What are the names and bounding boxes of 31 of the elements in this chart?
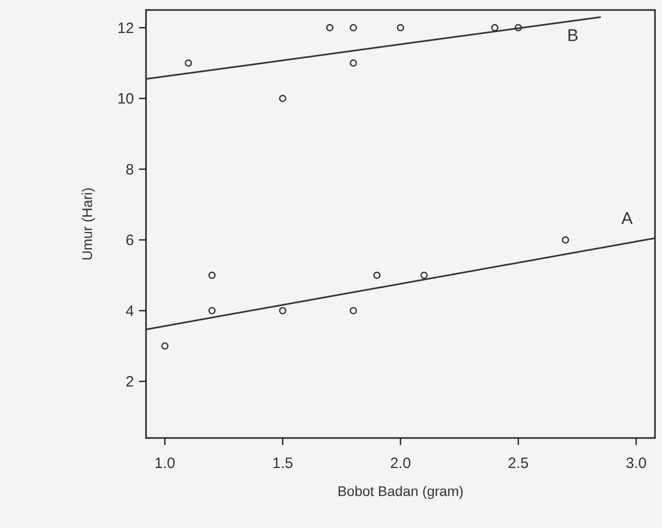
point bbox=[350, 59, 358, 67]
series-label: B bbox=[567, 26, 578, 46]
point bbox=[420, 272, 428, 279]
point bbox=[562, 236, 570, 244]
point bbox=[279, 307, 286, 314]
x-tick-label: 1.5 bbox=[272, 455, 294, 472]
x-tick-label: 2.5 bbox=[508, 455, 529, 472]
y-tick-label: 6 bbox=[126, 232, 134, 250]
y-tick-label: 2 bbox=[126, 374, 134, 391]
point bbox=[279, 94, 286, 102]
point bbox=[326, 24, 334, 32]
point bbox=[350, 307, 358, 314]
point bbox=[514, 24, 522, 32]
y-tick-label: 4 bbox=[126, 302, 134, 320]
y-tick-label: 10 bbox=[117, 90, 134, 108]
point bbox=[208, 272, 216, 279]
point bbox=[396, 24, 404, 32]
y-tick-label: 12 bbox=[117, 20, 134, 37]
point bbox=[161, 342, 168, 350]
x-tick-label: 2.0 bbox=[390, 455, 411, 472]
x-tick-label: 3.0 bbox=[626, 455, 647, 472]
point bbox=[350, 24, 358, 32]
x-axis-title: Bobot Badan (gram) bbox=[337, 483, 464, 499]
point bbox=[208, 307, 216, 314]
point bbox=[373, 272, 381, 279]
series-label: A bbox=[621, 209, 634, 228]
point bbox=[491, 24, 498, 32]
y-axis-title: Umur (Hari) bbox=[79, 187, 95, 261]
point bbox=[184, 59, 192, 67]
y-tick-label: 8 bbox=[126, 161, 134, 178]
x-tick-label: 1.0 bbox=[154, 455, 176, 472]
